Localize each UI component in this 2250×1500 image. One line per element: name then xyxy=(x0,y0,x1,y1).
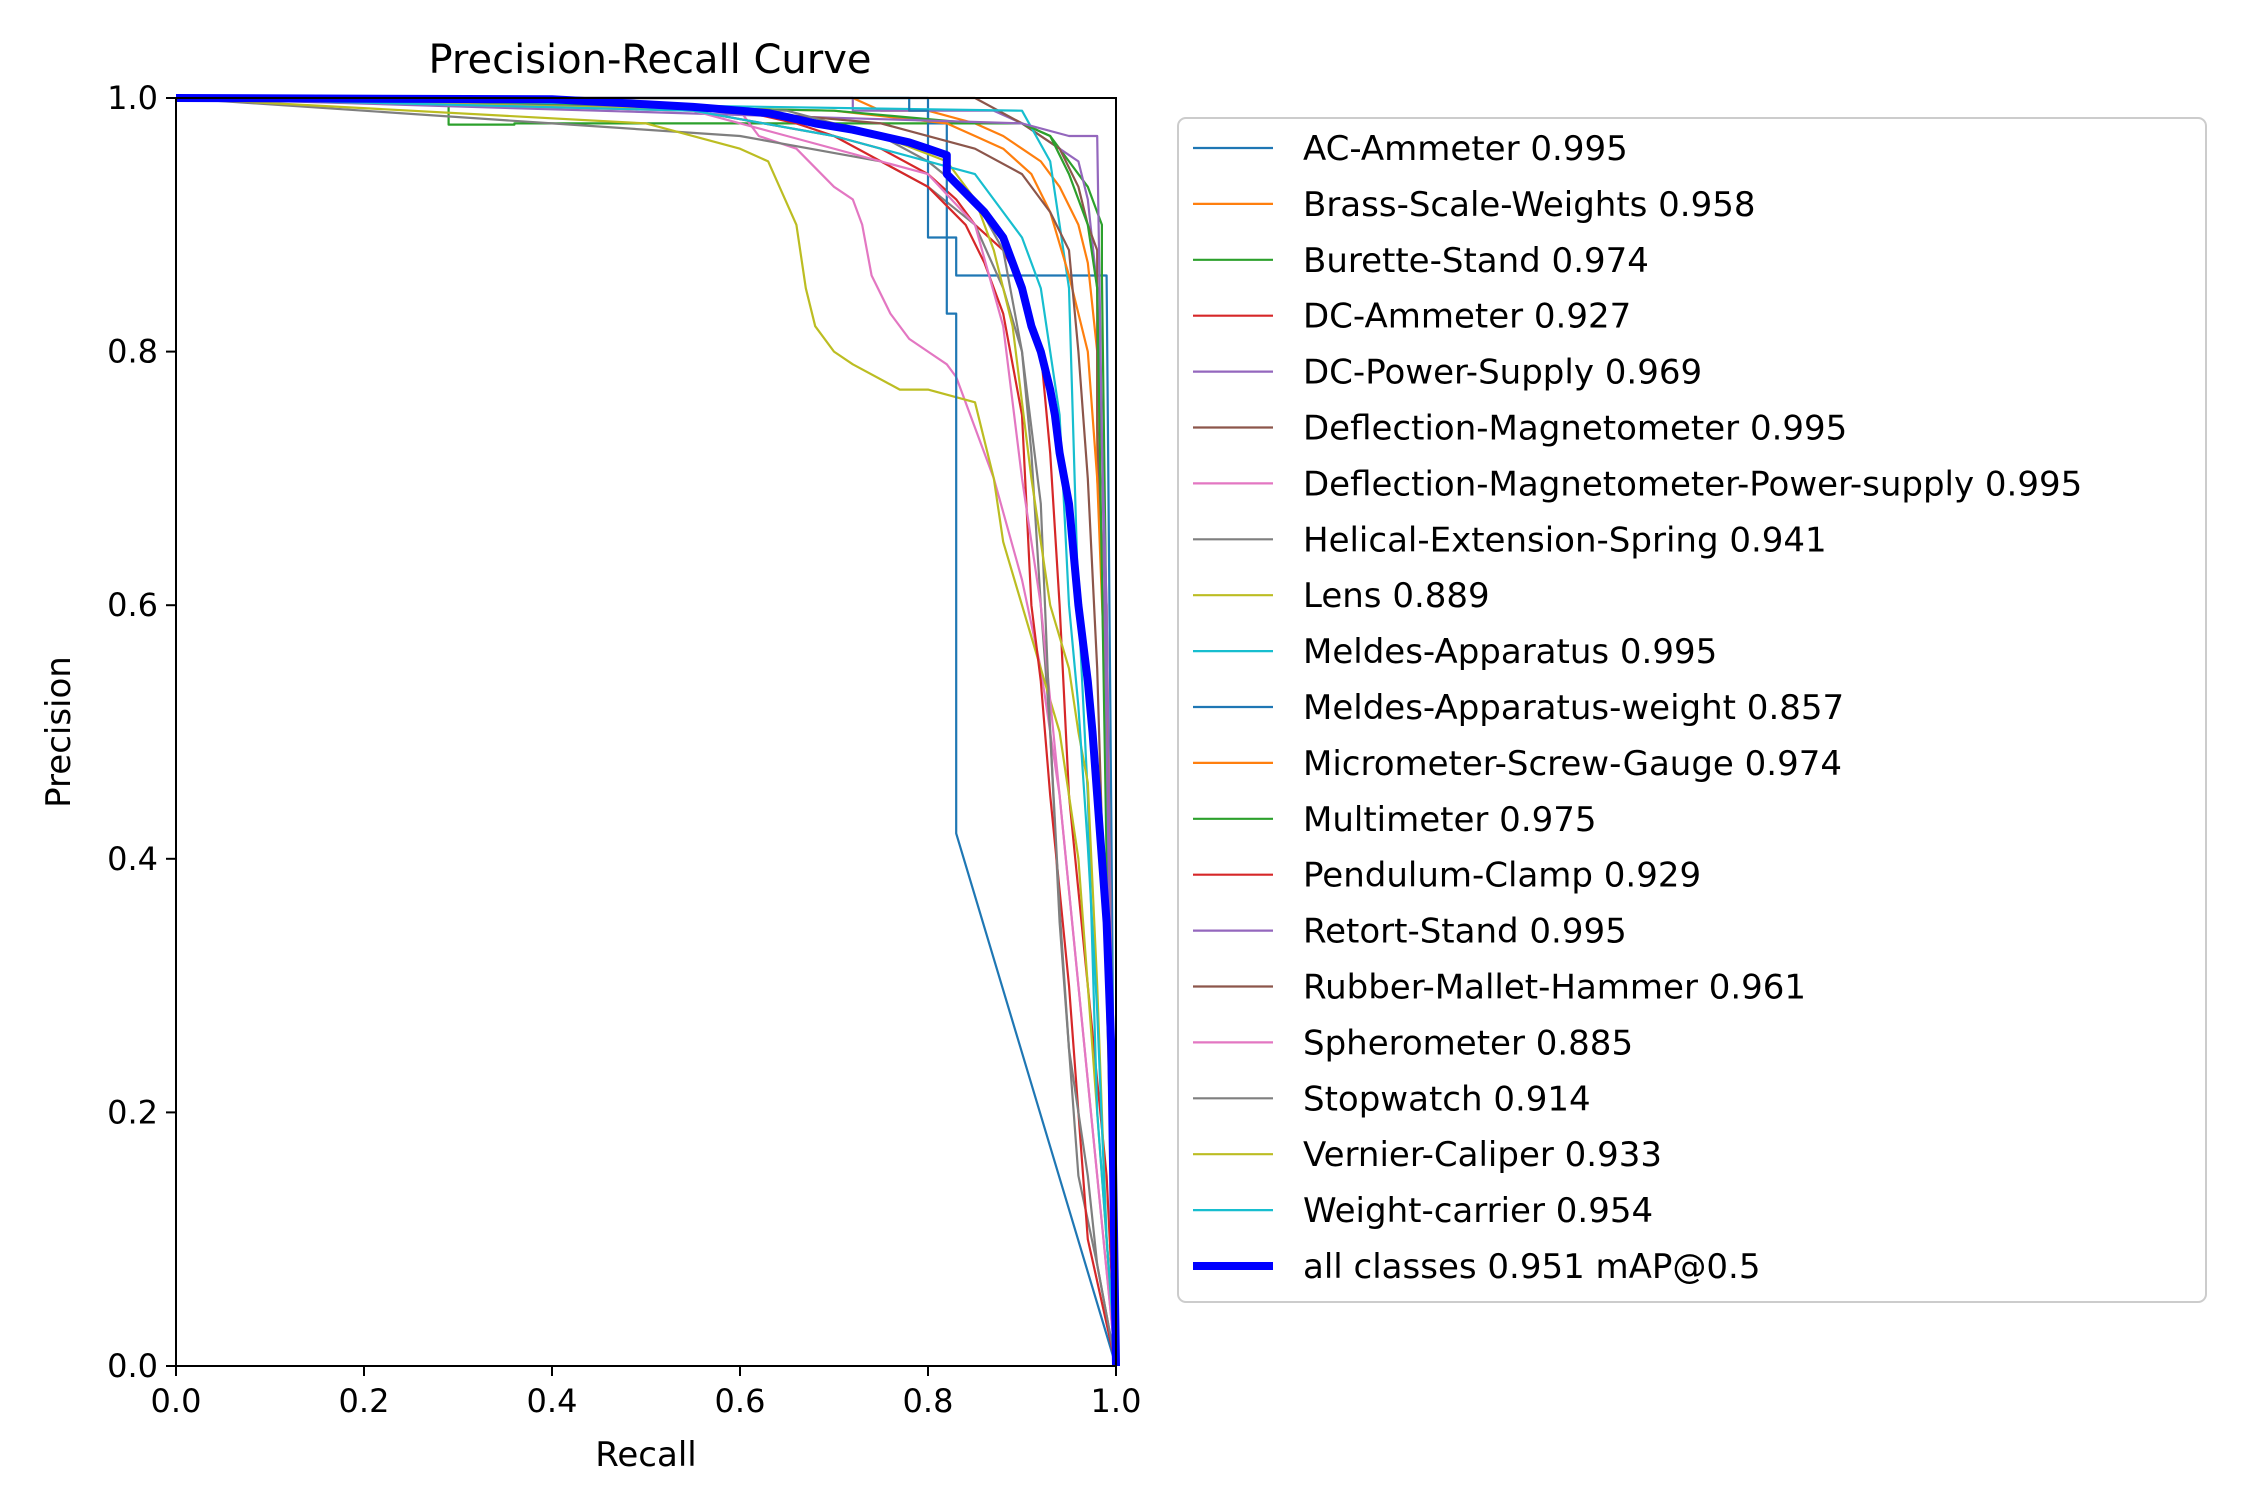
y-tick-label: 0.4 xyxy=(107,840,158,878)
x-axis: 0.0 0.2 0.4 0.6 0.8 1.0 xyxy=(151,1366,1142,1420)
series-line-15 xyxy=(175,96,1118,1367)
series-line-14 xyxy=(175,96,1118,1367)
series-line-17 xyxy=(175,96,1118,1367)
legend-label-18: Vernier-Caliper 0.933 xyxy=(1303,1135,1662,1175)
series-line-5 xyxy=(176,96,1118,1367)
legend-label-4: DC-Power-Supply 0.969 xyxy=(1303,353,1702,393)
series-line-7 xyxy=(175,96,1118,1367)
legend-label-13: Pendulum-Clamp 0.929 xyxy=(1303,856,1701,896)
x-tick-label: 0.2 xyxy=(339,1382,390,1420)
series-line-2 xyxy=(176,96,1118,1367)
y-tick-label: 0.0 xyxy=(107,1347,158,1385)
legend-label-20: all classes 0.951 mAP@0.5 xyxy=(1303,1247,1760,1287)
legend-label-8: Lens 0.889 xyxy=(1303,576,1490,616)
y-tick-label: 0.2 xyxy=(107,1093,158,1131)
plot-frame xyxy=(175,97,1117,1367)
plot-lines xyxy=(175,94,1120,1367)
chart-title: Precision-Recall Curve xyxy=(429,37,872,83)
x-tick-label: 0.6 xyxy=(715,1382,766,1420)
series-line-3 xyxy=(175,96,1118,1367)
y-tick-label: 0.8 xyxy=(107,333,158,371)
y-tick-label: 1.0 xyxy=(107,79,158,117)
x-tick-label: 1.0 xyxy=(1091,1382,1142,1420)
legend-label-15: Rubber-Mallet-Hammer 0.961 xyxy=(1303,968,1806,1008)
series-line-13 xyxy=(175,96,1118,1367)
legend-label-9: Meldes-Apparatus 0.995 xyxy=(1303,632,1717,672)
legend-label-3: DC-Ammeter 0.927 xyxy=(1303,297,1631,337)
legend-label-7: Helical-Extension-Spring 0.941 xyxy=(1303,520,1827,560)
legend-label-11: Micrometer-Screw-Gauge 0.974 xyxy=(1303,744,1842,784)
legend-label-17: Stopwatch 0.914 xyxy=(1303,1079,1591,1119)
x-tick-label: 0.0 xyxy=(151,1382,202,1420)
series-line-4 xyxy=(176,96,1118,1367)
legend-label-1: Brass-Scale-Weights 0.958 xyxy=(1303,185,1756,225)
series-line-9 xyxy=(175,96,1118,1367)
legend: AC-Ammeter 0.995 Brass-Scale-Weights 0.95… xyxy=(1177,117,2207,1303)
x-axis-label: Recall xyxy=(595,1435,696,1475)
legend-label-12: Multimeter 0.975 xyxy=(1303,800,1597,840)
series-line-18 xyxy=(175,96,1118,1367)
series-line-10 xyxy=(176,96,1118,1367)
legend-label-10: Meldes-Apparatus-weight 0.857 xyxy=(1303,688,1844,728)
legend-frame xyxy=(1177,117,2207,1303)
series-line-19 xyxy=(175,96,1118,1367)
series-line-11 xyxy=(175,96,1118,1367)
legend-label-6: Deflection-Magnetometer-Power-supply 0.9… xyxy=(1303,464,2082,504)
legend-label-2: Burette-Stand 0.974 xyxy=(1303,241,1649,281)
series-line-12 xyxy=(175,96,1118,1367)
legend-label-19: Weight-carrier 0.954 xyxy=(1303,1191,1653,1231)
legend-label-5: Deflection-Magnetometer 0.995 xyxy=(1303,409,1847,449)
series-line-6 xyxy=(175,96,1118,1367)
y-tick-label: 0.6 xyxy=(107,586,158,624)
y-axis-label: Precision xyxy=(39,656,79,808)
series-line-1 xyxy=(176,96,1118,1367)
y-axis: 0.0 0.2 0.4 0.6 0.8 1.0 xyxy=(107,79,176,1385)
series-line-16 xyxy=(175,96,1118,1367)
series-line-0 xyxy=(176,96,1118,1367)
legend-label-16: Spherometer 0.885 xyxy=(1303,1023,1633,1063)
x-tick-label: 0.8 xyxy=(903,1382,954,1420)
x-tick-label: 0.4 xyxy=(527,1382,578,1420)
series-line-20 xyxy=(175,94,1120,1367)
legend-entries: AC-Ammeter 0.995 Brass-Scale-Weights 0.95… xyxy=(1193,129,2082,1287)
series-line-8 xyxy=(175,96,1118,1367)
legend-label-0: AC-Ammeter 0.995 xyxy=(1303,129,1628,169)
legend-label-14: Retort-Stand 0.995 xyxy=(1303,912,1627,952)
